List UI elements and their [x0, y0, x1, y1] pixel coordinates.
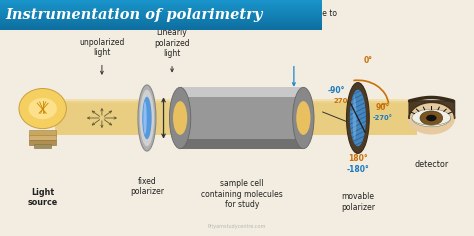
Text: movable
polarizer: movable polarizer	[341, 192, 375, 212]
Bar	[0, 19, 322, 20]
Bar	[0, 29, 322, 30]
Text: -180°: -180°	[346, 165, 369, 174]
Bar	[55, 101, 417, 135]
Bar	[180, 87, 303, 97]
Text: detector: detector	[414, 160, 448, 169]
Ellipse shape	[173, 101, 187, 135]
Ellipse shape	[412, 109, 451, 127]
Text: Light
source: Light source	[27, 188, 58, 207]
Ellipse shape	[143, 101, 147, 135]
Bar	[0, 11, 322, 12]
Bar	[0, 9, 322, 10]
Text: 270°: 270°	[333, 98, 351, 105]
Bar	[0, 22, 322, 23]
Bar	[0, 3, 322, 4]
Ellipse shape	[292, 87, 314, 149]
Bar	[29, 140, 56, 145]
Bar	[0, 14, 322, 15]
Text: Optical rotation due to
molecules: Optical rotation due to molecules	[250, 9, 337, 29]
Ellipse shape	[350, 90, 366, 146]
Bar	[180, 139, 303, 149]
Text: fixed
polarizer: fixed polarizer	[130, 177, 164, 196]
Bar	[0, 27, 322, 28]
Bar	[0, 25, 322, 27]
Bar	[0, 18, 322, 19]
Text: 90°: 90°	[376, 103, 390, 112]
Bar	[0, 17, 322, 18]
Bar	[0, 23, 322, 24]
Bar	[0, 28, 322, 29]
Ellipse shape	[420, 111, 443, 125]
Bar	[0, 13, 322, 14]
Ellipse shape	[346, 83, 369, 153]
Bar	[0, 7, 322, 8]
Ellipse shape	[140, 90, 154, 146]
Bar	[180, 87, 303, 149]
Bar	[0, 6, 322, 7]
Bar	[0, 20, 322, 21]
Bar	[29, 130, 56, 136]
Ellipse shape	[170, 87, 191, 149]
Bar	[0, 4, 322, 5]
Ellipse shape	[142, 97, 152, 139]
Bar	[0, 10, 322, 11]
Bar	[0, 15, 322, 16]
Bar	[55, 99, 417, 103]
Ellipse shape	[426, 115, 437, 121]
Ellipse shape	[138, 85, 156, 151]
Ellipse shape	[296, 101, 310, 135]
Text: Instrumentation of polarimetry: Instrumentation of polarimetry	[6, 8, 263, 22]
Text: Linearly
polarized
light: Linearly polarized light	[154, 28, 190, 58]
Ellipse shape	[19, 88, 66, 129]
Bar	[0, 5, 322, 6]
Text: 180°: 180°	[348, 154, 368, 163]
Bar	[0, 0, 322, 1]
Ellipse shape	[28, 98, 57, 119]
Text: Priyamstudycentre.com: Priyamstudycentre.com	[208, 224, 266, 229]
Bar	[34, 144, 51, 148]
Bar	[0, 1, 322, 2]
Bar	[0, 2, 322, 3]
Bar	[0, 21, 322, 22]
Text: 0°: 0°	[364, 56, 373, 65]
Text: sample cell
containing molecules
for study: sample cell containing molecules for stu…	[201, 179, 283, 209]
Bar	[0, 24, 322, 25]
Bar	[0, 16, 322, 17]
Bar	[0, 8, 322, 9]
Text: -90°: -90°	[328, 86, 345, 95]
Ellipse shape	[408, 101, 455, 135]
Bar	[0, 12, 322, 13]
Text: unpolarized
light: unpolarized light	[79, 38, 125, 57]
Text: -270°: -270°	[373, 115, 393, 121]
Ellipse shape	[353, 97, 356, 139]
Bar	[29, 135, 56, 140]
